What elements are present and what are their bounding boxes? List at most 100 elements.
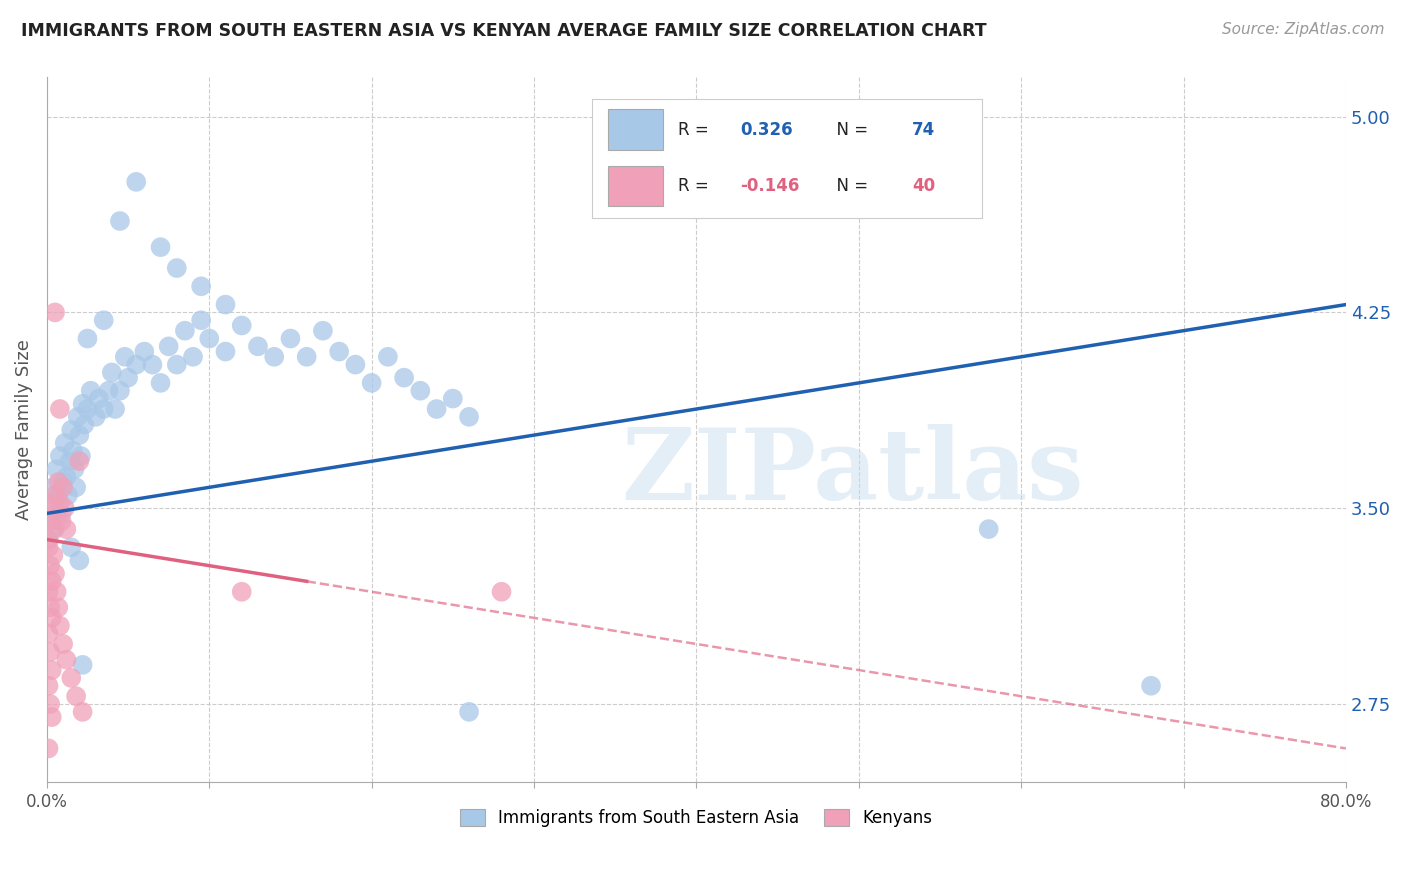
Text: IMMIGRANTS FROM SOUTH EASTERN ASIA VS KENYAN AVERAGE FAMILY SIZE CORRELATION CHA: IMMIGRANTS FROM SOUTH EASTERN ASIA VS KE…	[21, 22, 987, 40]
Point	[87, 392, 110, 406]
Point	[76, 332, 98, 346]
Point	[60, 671, 83, 685]
Point	[84, 409, 107, 424]
Point	[52, 480, 75, 494]
Point	[45, 584, 67, 599]
Point	[53, 501, 76, 516]
Point	[117, 370, 139, 384]
Point	[312, 324, 335, 338]
Point	[190, 313, 212, 327]
Point	[231, 584, 253, 599]
Point	[70, 449, 93, 463]
Point	[59, 454, 82, 468]
Point	[214, 344, 236, 359]
Point	[55, 522, 77, 536]
Point	[157, 339, 180, 353]
Point	[38, 541, 60, 555]
Point	[63, 462, 86, 476]
Legend: Immigrants from South Eastern Asia, Kenyans: Immigrants from South Eastern Asia, Keny…	[453, 803, 939, 834]
Point	[409, 384, 432, 398]
Point	[190, 279, 212, 293]
Point	[441, 392, 464, 406]
Point	[42, 548, 65, 562]
Point	[72, 705, 94, 719]
Point	[377, 350, 399, 364]
Point	[41, 663, 63, 677]
Text: Source: ZipAtlas.com: Source: ZipAtlas.com	[1222, 22, 1385, 37]
Point	[108, 384, 131, 398]
Point	[51, 514, 73, 528]
Point	[41, 496, 63, 510]
Point	[38, 626, 60, 640]
Point	[44, 488, 66, 502]
Point	[76, 402, 98, 417]
Point	[60, 541, 83, 555]
Point	[55, 470, 77, 484]
Point	[49, 449, 72, 463]
Point	[60, 423, 83, 437]
Point	[198, 332, 221, 346]
Point	[125, 358, 148, 372]
Point	[134, 344, 156, 359]
Point	[101, 366, 124, 380]
Point	[80, 384, 103, 398]
Point	[1140, 679, 1163, 693]
Point	[62, 443, 84, 458]
Point	[52, 475, 75, 489]
Point	[39, 645, 62, 659]
Point	[93, 402, 115, 417]
Point	[52, 637, 75, 651]
Point	[46, 488, 69, 502]
Point	[104, 402, 127, 417]
Point	[39, 697, 62, 711]
Point	[39, 558, 62, 573]
Point	[125, 175, 148, 189]
Point	[38, 533, 60, 547]
Point	[295, 350, 318, 364]
Point	[46, 600, 69, 615]
Point	[53, 436, 76, 450]
Point	[426, 402, 449, 417]
Point	[263, 350, 285, 364]
Point	[56, 488, 79, 502]
Point	[977, 522, 1000, 536]
Point	[46, 475, 69, 489]
Point	[181, 350, 204, 364]
Point	[67, 553, 90, 567]
Point	[174, 324, 197, 338]
Point	[66, 409, 89, 424]
Point	[97, 384, 120, 398]
Y-axis label: Average Family Size: Average Family Size	[15, 340, 32, 520]
Point	[328, 344, 350, 359]
Point	[39, 514, 62, 528]
Point	[41, 496, 63, 510]
Point	[41, 710, 63, 724]
Point	[344, 358, 367, 372]
Point	[458, 705, 481, 719]
Point	[72, 397, 94, 411]
Point	[231, 318, 253, 333]
Point	[114, 350, 136, 364]
Point	[458, 409, 481, 424]
Point	[41, 611, 63, 625]
Point	[39, 600, 62, 615]
Point	[44, 566, 66, 581]
Point	[55, 653, 77, 667]
Point	[67, 428, 90, 442]
Point	[166, 260, 188, 275]
Point	[38, 741, 60, 756]
Point	[214, 297, 236, 311]
Point	[45, 462, 67, 476]
Point	[44, 305, 66, 319]
Point	[45, 507, 67, 521]
Point	[149, 376, 172, 390]
Point	[49, 402, 72, 417]
Point	[51, 507, 73, 521]
Point	[491, 584, 513, 599]
Point	[38, 533, 60, 547]
Point	[65, 480, 87, 494]
Point	[44, 522, 66, 536]
Point	[392, 370, 415, 384]
Point	[65, 689, 87, 703]
Point	[38, 584, 60, 599]
